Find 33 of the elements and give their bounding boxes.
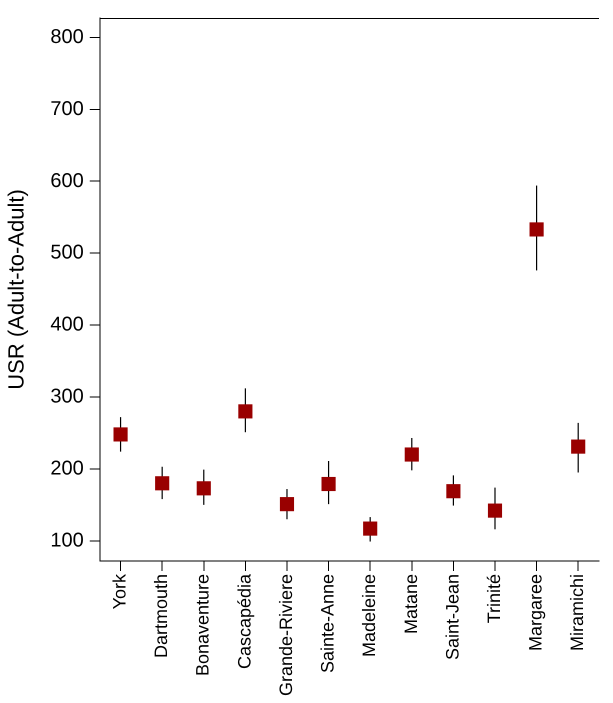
x-tick-label: Matane bbox=[400, 574, 421, 634]
point bbox=[446, 484, 460, 498]
y-tick-label: 100 bbox=[50, 529, 84, 552]
x-tick-label: Margaree bbox=[526, 574, 546, 651]
x-tick-label: York bbox=[110, 572, 130, 610]
point bbox=[530, 222, 544, 236]
point bbox=[322, 476, 336, 492]
x-tick-label: Miramichi bbox=[567, 574, 588, 651]
point bbox=[280, 497, 294, 512]
point bbox=[238, 404, 252, 418]
y-tick-label: 500 bbox=[50, 242, 84, 264]
x-tick-label: Cascapédia bbox=[234, 572, 254, 670]
x-tick-label: Saint-Jean bbox=[442, 574, 462, 660]
point bbox=[155, 476, 170, 490]
y-tick-label: 800 bbox=[50, 26, 84, 48]
x-tick-label: Madeleine bbox=[359, 574, 380, 658]
y-tick-label: 600 bbox=[50, 170, 84, 192]
point bbox=[196, 481, 211, 496]
point bbox=[363, 522, 378, 536]
point bbox=[114, 427, 128, 442]
y-tick-label: 300 bbox=[50, 386, 84, 408]
x-tick-label: Bonaventure bbox=[192, 574, 213, 676]
x-tick-label: Dartmouth bbox=[151, 574, 172, 658]
point bbox=[488, 504, 502, 518]
y-tick-label: 400 bbox=[50, 314, 84, 336]
x-tick-label: Grande-Riviere bbox=[276, 574, 296, 696]
x-tick-label: Sainte-Anne bbox=[318, 574, 338, 674]
point bbox=[571, 440, 586, 454]
y-axis-title: USR (Adult-to-Adult) bbox=[3, 189, 28, 390]
point bbox=[404, 447, 419, 462]
x-tick-label: Trinité bbox=[484, 574, 504, 624]
y-tick-label: 200 bbox=[50, 457, 84, 480]
y-tick-label: 700 bbox=[50, 98, 84, 120]
